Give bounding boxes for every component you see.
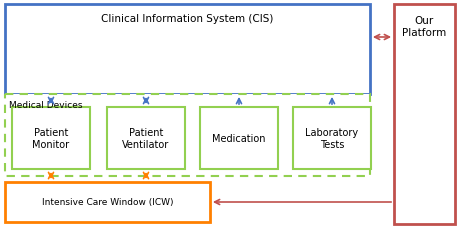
Text: Laboratory
Tests: Laboratory Tests [305,128,358,149]
Bar [393,5,454,224]
Bar [200,108,277,169]
Bar [5,182,210,222]
Text: Our
Platform: Our Platform [402,16,446,38]
Bar [5,5,369,95]
Text: Medication: Medication [212,134,265,143]
Bar [292,108,370,169]
Text: Medical Devices: Medical Devices [9,101,82,110]
Text: Patient
Monitor: Patient Monitor [33,128,69,149]
Bar [5,95,369,176]
Text: Clinical Information System (CIS): Clinical Information System (CIS) [101,14,273,24]
Bar [107,108,185,169]
Bar [12,108,90,169]
Text: Patient
Ventilator: Patient Ventilator [122,128,169,149]
Text: Intensive Care Window (ICW): Intensive Care Window (ICW) [42,198,173,207]
